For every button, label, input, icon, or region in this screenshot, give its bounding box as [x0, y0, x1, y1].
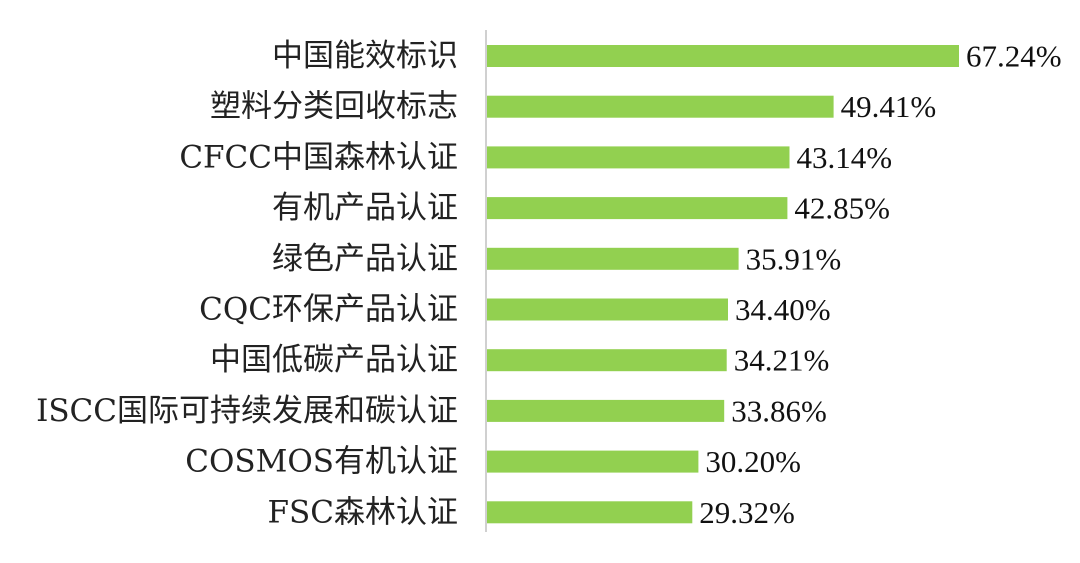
value-label: 34.40%	[735, 292, 831, 327]
bar	[486, 298, 728, 321]
bar	[486, 146, 790, 169]
bar	[486, 501, 693, 524]
bar	[486, 45, 959, 67]
value-label: 30.20%	[705, 444, 801, 479]
bar	[486, 450, 699, 473]
category-label: CQC环保产品认证	[199, 292, 458, 328]
value-label: 29.32%	[699, 495, 795, 530]
category-label: CFCC中国森林认证	[179, 139, 458, 175]
value-label: 67.24%	[966, 39, 1062, 74]
bars-group	[486, 45, 959, 524]
category-label: 中国能效标识	[272, 38, 458, 74]
category-label: COSMOS有机认证	[185, 444, 458, 480]
category-label: FSC森林认证	[268, 494, 458, 530]
value-label: 43.14%	[797, 140, 893, 175]
value-label: 35.91%	[746, 241, 842, 276]
bar	[486, 95, 834, 118]
value-label: 42.85%	[794, 191, 890, 226]
category-label: 绿色产品认证	[272, 241, 458, 277]
category-label: 中国低碳产品认证	[210, 342, 458, 378]
category-label: 有机产品认证	[272, 190, 458, 226]
bar	[486, 197, 788, 220]
value-label: 49.41%	[841, 89, 937, 124]
category-label: ISCC国际可持续发展和碳认证	[36, 393, 458, 429]
bar	[486, 247, 739, 270]
value-label: 34.21%	[734, 343, 830, 378]
bar	[486, 399, 725, 422]
value-labels: 67.24% 49.41% 43.14% 42.85% 35.91% 34.40% 34.2…	[699, 39, 1061, 530]
value-label: 33.86%	[731, 393, 827, 428]
category-label: 塑料分类回收标志	[210, 89, 458, 125]
bar	[486, 349, 727, 372]
